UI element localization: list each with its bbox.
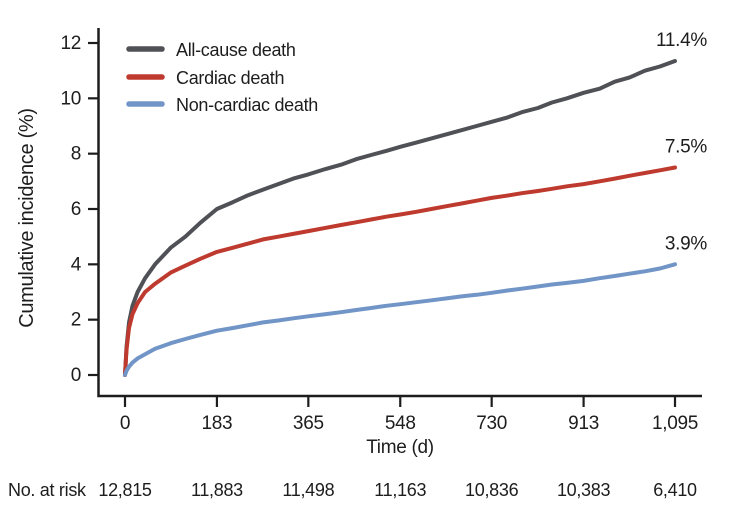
legend-label-all-cause-death: All-cause death: [176, 40, 296, 60]
end-label-cardiac-death: 7.5%: [665, 137, 708, 158]
x-tick-label: 183: [202, 413, 233, 434]
y-tick-label: 12: [60, 33, 81, 54]
x-tick-label: 365: [293, 413, 324, 434]
risk-count: 10,836: [465, 480, 519, 500]
y-tick-label: 8: [71, 144, 81, 165]
x-axis-ticks: 0 183 365 548 730 913 1,095: [120, 397, 698, 434]
legend: All-cause death Cardiac death Non-cardiac …: [126, 40, 318, 115]
end-label-non-cardiac-death: 3.9%: [665, 233, 708, 254]
curve-end-labels: 11.4% 7.5% 3.9%: [656, 30, 708, 254]
x-tick-label: 0: [120, 413, 130, 434]
risk-count: 11,163: [374, 480, 426, 500]
risk-count: 11,498: [282, 480, 334, 500]
risk-table-label: No. at risk: [8, 480, 87, 500]
series-curves: [123, 59, 677, 377]
y-axis-title: Cumulative incidence (%): [16, 108, 38, 328]
y-tick-label: 6: [71, 199, 81, 220]
risk-count: 10,383: [557, 480, 611, 500]
curve-cardiac-death: [123, 165, 677, 377]
y-tick-label: 0: [71, 365, 81, 386]
legend-label-cardiac-death: Cardiac death: [176, 68, 284, 88]
x-tick-label: 548: [385, 413, 416, 434]
y-axis-ticks: 0 2 4 6 8 10 12: [60, 33, 98, 386]
y-tick-label: 4: [71, 254, 82, 275]
x-tick-label: 1,095: [652, 413, 698, 434]
x-axis-title: Time (d): [366, 437, 434, 458]
x-tick-label: 730: [476, 413, 507, 434]
y-tick-label: 10: [60, 88, 81, 109]
risk-count: 11,883: [191, 480, 243, 500]
risk-count: 6,410: [653, 480, 697, 500]
legend-label-non-cardiac-death: Non-cardiac death: [176, 95, 318, 115]
end-label-all-cause-death: 11.4%: [656, 30, 707, 51]
curve-non-cardiac-death: [123, 262, 677, 377]
risk-count: 12,815: [98, 480, 152, 500]
x-tick-label: 913: [568, 413, 599, 434]
risk-table: 12,815 11,883 11,498 11,163 10,836 10,383 6,41…: [98, 480, 697, 500]
curve-all-cause-death: [123, 59, 677, 377]
axis-spines: [97, 28, 702, 398]
axes: [97, 28, 702, 398]
y-tick-label: 2: [71, 310, 81, 331]
